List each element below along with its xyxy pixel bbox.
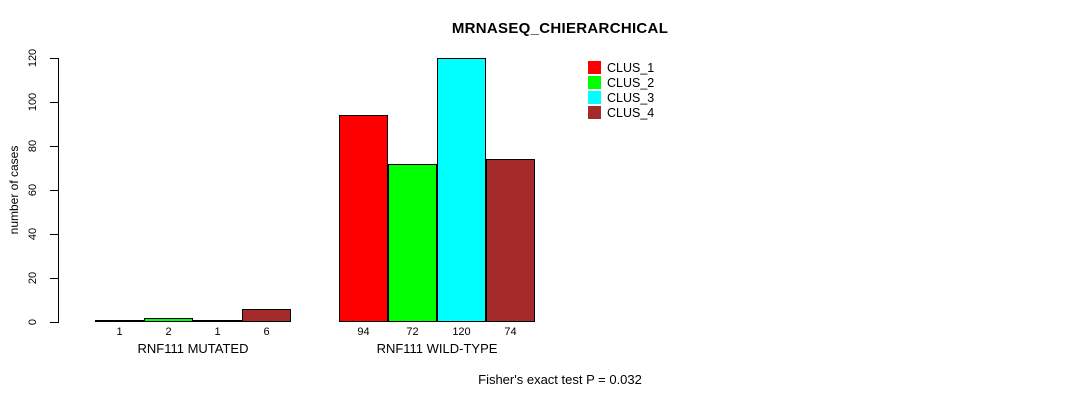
legend-item-clus_1: CLUS_1 xyxy=(588,60,654,75)
annotation-text: Fisher's exact test P = 0.032 xyxy=(478,372,642,387)
y-axis-tick-label: 20 xyxy=(27,271,39,285)
legend-label: CLUS_4 xyxy=(607,105,655,120)
y-axis-tick-label: 120 xyxy=(27,48,39,68)
y-axis-tick-label: 60 xyxy=(27,183,39,197)
legend-label: CLUS_3 xyxy=(607,90,655,105)
y-axis-tick-label: 80 xyxy=(27,139,39,153)
bar-value-label: 1 xyxy=(116,326,123,338)
y-axis-tick xyxy=(50,102,58,103)
chart-title: MRNASEQ_CHIERARCHICAL xyxy=(451,20,669,37)
bar-clus_1-1 xyxy=(95,320,144,322)
bar-value-label: 6 xyxy=(263,326,270,338)
legend-item-clus_3: CLUS_3 xyxy=(588,90,654,105)
y-axis-tick xyxy=(50,322,58,323)
legend-swatch-icon xyxy=(588,106,601,119)
legend-swatch-icon xyxy=(588,91,601,104)
bar-clus_4-1 xyxy=(242,309,291,322)
bar-clus_2-1 xyxy=(144,318,193,322)
y-axis-tick xyxy=(50,146,58,147)
bar-clus_2-2 xyxy=(388,164,437,322)
y-axis-tick-label: 0 xyxy=(27,318,39,326)
bar-value-label: 120 xyxy=(452,326,471,338)
y-axis-tick xyxy=(50,190,58,191)
bar-value-label: 2 xyxy=(165,326,172,338)
legend-swatch-icon xyxy=(588,61,601,74)
bar-clus_4-2 xyxy=(486,159,535,322)
legend-label: CLUS_1 xyxy=(607,60,655,75)
y-axis-tick xyxy=(50,58,58,59)
y-axis-title: number of cases xyxy=(7,145,21,235)
bar-clus_1-2 xyxy=(339,115,388,322)
legend-swatch-icon xyxy=(588,76,601,89)
legend-item-clus_2: CLUS_2 xyxy=(588,75,654,90)
bar-value-label: 74 xyxy=(504,326,517,338)
legend-label: CLUS_2 xyxy=(607,75,655,90)
legend-item-clus_4: CLUS_4 xyxy=(588,105,654,120)
y-axis-tick-label: 100 xyxy=(27,92,39,112)
y-axis-tick xyxy=(50,278,58,279)
bar-value-label: 72 xyxy=(406,326,419,338)
legend: CLUS_1 CLUS_2 CLUS_3 CLUS_4 xyxy=(588,60,654,120)
y-axis-line xyxy=(58,58,59,323)
category-label: RNF111 MUTATED xyxy=(137,341,249,356)
bar-clus_3-2 xyxy=(437,58,486,322)
y-axis-tick-label: 40 xyxy=(27,227,39,241)
y-axis-tick xyxy=(50,234,58,235)
bar-value-label: 1 xyxy=(214,326,221,338)
bar-value-label: 94 xyxy=(357,326,370,338)
category-label: RNF111 WILD-TYPE xyxy=(376,341,498,356)
bar-clus_3-1 xyxy=(193,320,242,322)
